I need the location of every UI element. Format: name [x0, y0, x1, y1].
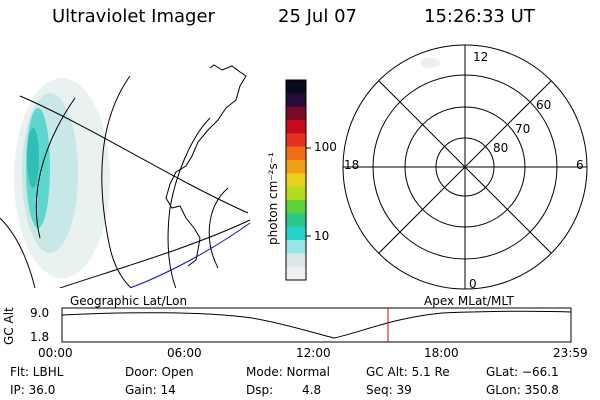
mlat-label-80: 80 [493, 141, 508, 155]
mlat-label-60: 60 [536, 98, 551, 112]
polar-mlat-mlt-plot: 12 0 18 6 60 70 80 [342, 44, 588, 291]
date-label: 25 Jul 07 [278, 6, 357, 27]
colorbar-tick-10: 10 [314, 229, 330, 243]
status-dsp-label: Dsp: [246, 383, 274, 397]
terminator-line [129, 222, 251, 288]
status-gc-alt: GC Alt: 5.1 Re [366, 365, 450, 379]
mlt-label-0: 0 [469, 277, 477, 291]
colorbar-band [286, 186, 306, 201]
time-tick-1200: 12:00 [296, 346, 331, 360]
altitude-ytick-low: 1.8 [30, 330, 50, 344]
status-gain: Gain: 14 [125, 383, 176, 397]
colorbar-band [286, 146, 306, 161]
colorbar-band [286, 80, 306, 94]
time-label: 15:26:33 UT [424, 6, 535, 27]
colorbar-band [286, 266, 306, 281]
mlat-label-70: 70 [515, 122, 530, 136]
colorbar-band [286, 133, 306, 148]
colorbar-unit-label: photon cm⁻²s⁻¹ [266, 152, 280, 245]
mlt-label-6: 6 [576, 158, 584, 172]
status-ip: IP: 36.0 [10, 383, 56, 397]
altitude-ytick-high: 9.0 [30, 306, 50, 320]
time-tick-0000: 00:00 [38, 346, 73, 360]
colorbar-band [286, 253, 306, 268]
orbit-altitude-plot [61, 307, 572, 343]
colorbar-band [286, 93, 306, 108]
instrument-title: Ultraviolet Imager [52, 6, 215, 27]
polar-panel-label: Apex MLat/MLT [424, 294, 514, 308]
status-glat: GLat: −66.1 [486, 365, 559, 379]
altitude-ylabel: GC Alt [2, 307, 16, 345]
time-tick-1800: 18:00 [424, 346, 459, 360]
color-scale-bar [285, 79, 311, 281]
colorbar-border [285, 79, 307, 281]
geographic-panel-label: Geographic Lat/Lon [70, 294, 188, 308]
colorbar-band [286, 226, 306, 241]
status-glon: GLon: 350.8 [486, 383, 559, 397]
colorbar-tick-100: 100 [314, 140, 337, 154]
colorbar-band [286, 120, 306, 134]
status-dsp-value: 4.8 [302, 383, 322, 397]
status-mode: Mode: Normal [246, 365, 330, 379]
geographic-image-panel [0, 64, 251, 288]
colorbar-band [286, 106, 306, 121]
status-filter: Flt: LBHL [10, 365, 64, 379]
mlt-label-18: 18 [344, 158, 359, 172]
time-tick-2359: 23:59 [553, 346, 588, 360]
colorbar-band [286, 173, 306, 188]
time-tick-0600: 06:00 [167, 346, 202, 360]
auroral-emission [14, 78, 110, 278]
mlt-label-12: 12 [473, 50, 488, 64]
coastline [165, 64, 247, 267]
status-door: Door: Open [125, 365, 194, 379]
colorbar-band [286, 200, 306, 214]
colorbar-band [286, 240, 306, 254]
colorbar-band [286, 213, 306, 228]
colorbar-band [286, 160, 306, 174]
status-seq: Seq: 39 [366, 383, 412, 397]
